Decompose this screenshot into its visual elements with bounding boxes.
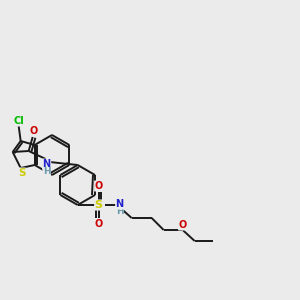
Text: O: O: [30, 126, 38, 136]
Text: H: H: [116, 206, 124, 215]
Text: O: O: [178, 220, 187, 230]
Text: S: S: [18, 168, 26, 178]
Text: H: H: [43, 167, 50, 176]
Text: N: N: [43, 159, 51, 169]
Text: O: O: [94, 181, 103, 191]
Text: O: O: [94, 219, 103, 229]
Text: Cl: Cl: [13, 116, 24, 126]
Text: S: S: [95, 200, 103, 210]
Text: N: N: [116, 199, 124, 209]
